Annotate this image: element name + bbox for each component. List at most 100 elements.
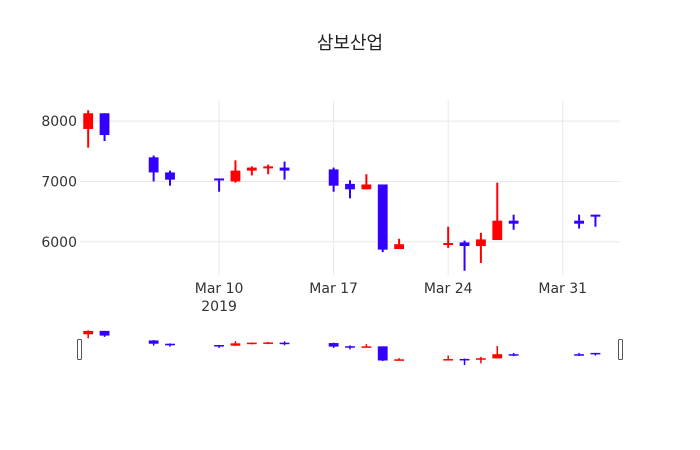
candle-body <box>279 167 290 171</box>
mini-candle-body <box>214 345 224 347</box>
mini-candle-body <box>83 330 94 335</box>
candle-body <box>99 113 110 135</box>
mini-candle-body <box>590 352 601 355</box>
range-slider-left-handle[interactable] <box>77 339 82 360</box>
mini-candle <box>165 343 175 347</box>
y-tick-label: 8000 <box>41 114 77 130</box>
candle-body <box>394 244 404 250</box>
mini-candle <box>214 345 224 348</box>
mini-candle-body <box>148 340 159 344</box>
candle-body <box>263 166 274 169</box>
mini-candle <box>476 356 486 364</box>
y-tick-label: 6000 <box>41 235 77 251</box>
mini-candle <box>99 330 110 337</box>
chart-title: 삼보산업 <box>317 33 383 54</box>
mini-candle <box>230 341 241 346</box>
candle-body <box>377 184 388 250</box>
candle[interactable] <box>263 164 274 175</box>
x-tick-label: Mar 24 <box>424 281 473 297</box>
mini-candle-body <box>345 346 355 348</box>
range-slider-track[interactable] <box>80 326 620 364</box>
mini-candle-body <box>279 342 290 345</box>
x-axis: Mar 10 2019 Mar 17 Mar 24 Mar 31 <box>195 281 587 315</box>
candle[interactable] <box>246 166 257 176</box>
x-tick-label: Mar 31 <box>538 281 587 297</box>
mini-candle <box>459 358 470 366</box>
candle[interactable] <box>230 160 241 183</box>
candle[interactable] <box>361 174 372 190</box>
mini-candle <box>279 341 290 346</box>
candle-body <box>574 220 584 224</box>
candle[interactable] <box>99 113 110 142</box>
mini-candle <box>83 330 94 339</box>
candle[interactable] <box>590 214 601 227</box>
candle[interactable] <box>83 110 94 148</box>
mini-candle-body <box>377 346 388 361</box>
candle-body <box>590 214 601 217</box>
mini-candle <box>148 340 159 346</box>
range-slider[interactable] <box>77 326 623 366</box>
candle[interactable] <box>492 182 503 240</box>
candle[interactable] <box>443 226 454 248</box>
candle-body <box>443 243 454 246</box>
mini-candle <box>377 346 388 362</box>
y-tick-label: 7000 <box>41 174 77 190</box>
mini-candle <box>574 352 584 356</box>
mini-candle-body <box>394 359 404 361</box>
candle[interactable] <box>508 214 519 230</box>
candle-body <box>165 172 175 180</box>
mini-candle-body <box>443 359 454 361</box>
candle[interactable] <box>377 184 388 253</box>
mini-candle <box>443 355 454 361</box>
x-tick-label: Mar 10 <box>195 281 244 297</box>
candle[interactable] <box>394 238 404 250</box>
candle-body <box>492 220 503 240</box>
y-axis: 8000 7000 6000 <box>41 114 77 251</box>
x-tick-sublabel: 2019 <box>201 299 237 315</box>
mini-candle <box>590 352 601 356</box>
mini-candle <box>492 345 503 359</box>
mini-candle-body <box>230 343 241 346</box>
candle-body <box>148 157 159 173</box>
candle-body <box>508 220 519 224</box>
mini-candle-body <box>263 342 274 344</box>
candle-body <box>345 183 355 190</box>
candle[interactable] <box>165 170 175 186</box>
candle-body <box>230 170 241 182</box>
candle-body <box>328 169 339 186</box>
candle-body <box>361 184 372 190</box>
candle-body <box>83 113 94 129</box>
mini-candle-body <box>492 354 503 359</box>
mini-candle-body <box>328 343 339 347</box>
candle[interactable] <box>574 214 584 229</box>
mini-candle <box>508 352 519 357</box>
mini-candle <box>345 345 355 350</box>
mini-candle <box>361 344 372 348</box>
mini-candle-body <box>165 343 175 346</box>
mini-candle <box>328 342 339 348</box>
candle-body <box>459 242 470 247</box>
candle[interactable] <box>459 240 470 271</box>
candle[interactable] <box>214 178 224 192</box>
mini-candle-body <box>246 342 257 345</box>
candle[interactable] <box>476 232 486 263</box>
mini-candle <box>246 342 257 345</box>
candles[interactable] <box>83 110 601 271</box>
candle[interactable] <box>279 161 290 180</box>
x-tick-label: Mar 17 <box>309 281 358 297</box>
range-slider-preview <box>83 330 601 366</box>
candle[interactable] <box>328 167 339 192</box>
candle-body <box>476 239 486 247</box>
mini-candle-body <box>459 358 470 361</box>
mini-candle <box>263 342 274 345</box>
range-slider-right-handle[interactable] <box>618 339 623 360</box>
candle[interactable] <box>148 155 159 182</box>
candle-body <box>214 178 224 181</box>
mini-candle-body <box>574 354 584 356</box>
mini-candle-body <box>361 346 372 348</box>
candle[interactable] <box>345 180 355 199</box>
mini-candle-body <box>508 354 519 356</box>
candle-body <box>246 167 257 171</box>
mini-candle-body <box>99 330 110 336</box>
